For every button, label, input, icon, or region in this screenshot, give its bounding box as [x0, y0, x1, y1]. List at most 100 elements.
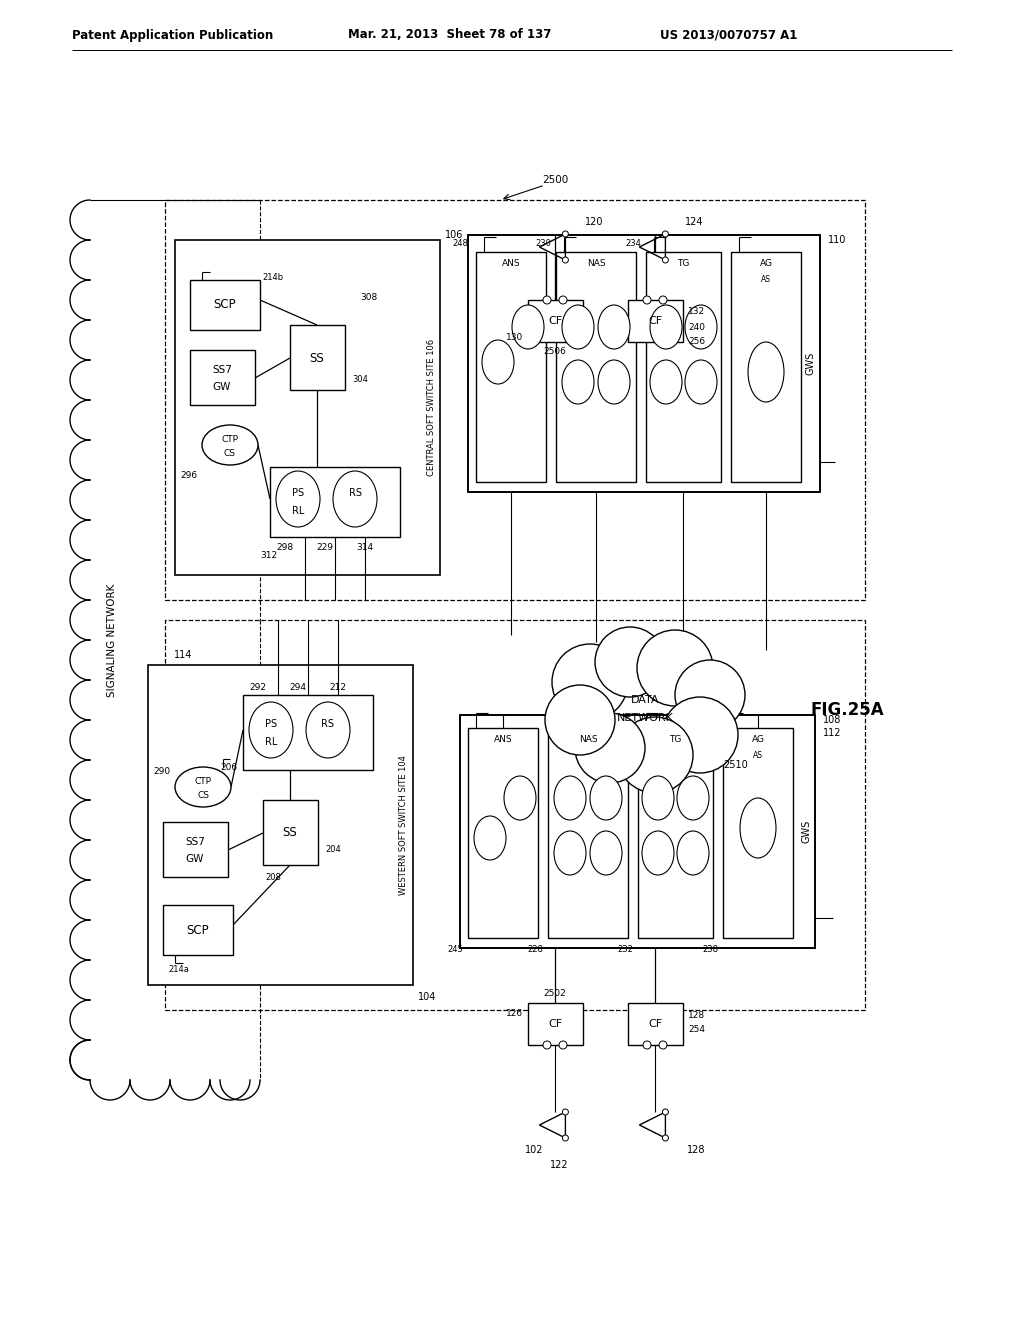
Text: CF: CF — [648, 315, 663, 326]
Ellipse shape — [740, 799, 776, 858]
Text: NETWORK: NETWORK — [616, 713, 674, 723]
Text: CF: CF — [548, 315, 562, 326]
Text: CTP: CTP — [221, 436, 239, 445]
Text: WESTERN SOFT SWITCH SITE 104: WESTERN SOFT SWITCH SITE 104 — [399, 755, 409, 895]
Text: RL: RL — [265, 737, 278, 747]
Circle shape — [575, 713, 645, 783]
Text: GWS: GWS — [806, 352, 816, 375]
Text: 228: 228 — [527, 945, 543, 954]
Text: 128: 128 — [687, 1144, 706, 1155]
Text: RS: RS — [322, 719, 335, 729]
FancyBboxPatch shape — [528, 300, 583, 342]
Text: 106: 106 — [445, 230, 464, 240]
FancyBboxPatch shape — [476, 252, 546, 482]
Ellipse shape — [663, 257, 669, 263]
Text: PS: PS — [265, 719, 278, 729]
Text: NAS: NAS — [587, 260, 605, 268]
Ellipse shape — [663, 1135, 669, 1140]
Text: 2500: 2500 — [542, 176, 568, 185]
Circle shape — [545, 685, 615, 755]
FancyBboxPatch shape — [556, 252, 636, 482]
Text: 312: 312 — [260, 550, 278, 560]
Text: 296: 296 — [180, 470, 198, 479]
Text: GW: GW — [213, 381, 231, 392]
Text: 248: 248 — [453, 239, 468, 248]
Ellipse shape — [659, 1041, 667, 1049]
Text: 292: 292 — [250, 684, 266, 693]
Ellipse shape — [554, 832, 586, 875]
FancyBboxPatch shape — [548, 729, 628, 939]
Text: RL: RL — [292, 506, 304, 516]
Text: 256: 256 — [688, 338, 706, 346]
FancyBboxPatch shape — [646, 252, 721, 482]
Text: 304: 304 — [352, 375, 368, 384]
Text: 230: 230 — [536, 239, 551, 248]
Ellipse shape — [598, 360, 630, 404]
Ellipse shape — [554, 776, 586, 820]
Ellipse shape — [543, 296, 551, 304]
FancyBboxPatch shape — [270, 467, 400, 537]
Circle shape — [637, 630, 713, 706]
Ellipse shape — [562, 1135, 568, 1140]
Ellipse shape — [559, 1041, 567, 1049]
Ellipse shape — [474, 816, 506, 861]
Text: 108: 108 — [823, 715, 842, 725]
Text: 2506: 2506 — [544, 347, 566, 356]
FancyBboxPatch shape — [628, 300, 683, 342]
Ellipse shape — [663, 231, 669, 238]
Text: 238: 238 — [702, 945, 718, 954]
Ellipse shape — [249, 702, 293, 758]
Text: 122: 122 — [550, 1160, 568, 1170]
Ellipse shape — [590, 776, 622, 820]
Text: NAS: NAS — [579, 735, 597, 744]
Text: TG: TG — [677, 260, 690, 268]
FancyBboxPatch shape — [190, 350, 255, 405]
FancyBboxPatch shape — [190, 280, 260, 330]
Text: SS: SS — [309, 351, 325, 364]
Ellipse shape — [642, 776, 674, 820]
FancyBboxPatch shape — [723, 729, 793, 939]
Ellipse shape — [685, 305, 717, 348]
Text: 2502: 2502 — [544, 989, 566, 998]
Ellipse shape — [590, 832, 622, 875]
Ellipse shape — [677, 832, 709, 875]
Text: 130: 130 — [506, 333, 523, 342]
Text: 126: 126 — [506, 1008, 523, 1018]
Ellipse shape — [650, 305, 682, 348]
FancyBboxPatch shape — [163, 906, 233, 954]
Ellipse shape — [559, 296, 567, 304]
Text: CS: CS — [197, 791, 209, 800]
Text: SS7: SS7 — [212, 366, 232, 375]
Ellipse shape — [685, 360, 717, 404]
Text: TG: TG — [670, 735, 682, 744]
Text: GWS: GWS — [801, 820, 811, 843]
Text: 114: 114 — [174, 649, 193, 660]
Text: AG: AG — [752, 735, 765, 744]
Text: 245: 245 — [447, 945, 463, 954]
Text: ANS: ANS — [494, 735, 512, 744]
Ellipse shape — [562, 257, 568, 263]
Ellipse shape — [677, 776, 709, 820]
Text: CF: CF — [548, 1019, 562, 1030]
Text: 128: 128 — [688, 1011, 706, 1019]
Ellipse shape — [643, 1041, 651, 1049]
Text: 212: 212 — [330, 684, 346, 693]
Text: ANS: ANS — [502, 260, 520, 268]
Text: 254: 254 — [688, 1026, 705, 1035]
Text: SS: SS — [283, 826, 297, 840]
Text: CENTRAL SOFT SWITCH SITE 106: CENTRAL SOFT SWITCH SITE 106 — [427, 339, 435, 477]
Text: 206: 206 — [220, 763, 238, 771]
Ellipse shape — [543, 1041, 551, 1049]
Text: CTP: CTP — [195, 777, 212, 787]
Text: CF: CF — [648, 1019, 663, 1030]
Ellipse shape — [562, 1109, 568, 1115]
Text: AG: AG — [760, 260, 772, 268]
Text: 234: 234 — [625, 239, 641, 248]
Ellipse shape — [650, 360, 682, 404]
Text: 290: 290 — [153, 767, 170, 776]
Ellipse shape — [276, 471, 319, 527]
FancyBboxPatch shape — [263, 800, 318, 865]
Text: 110: 110 — [828, 235, 847, 246]
Text: 112: 112 — [823, 729, 842, 738]
Text: 294: 294 — [290, 684, 306, 693]
